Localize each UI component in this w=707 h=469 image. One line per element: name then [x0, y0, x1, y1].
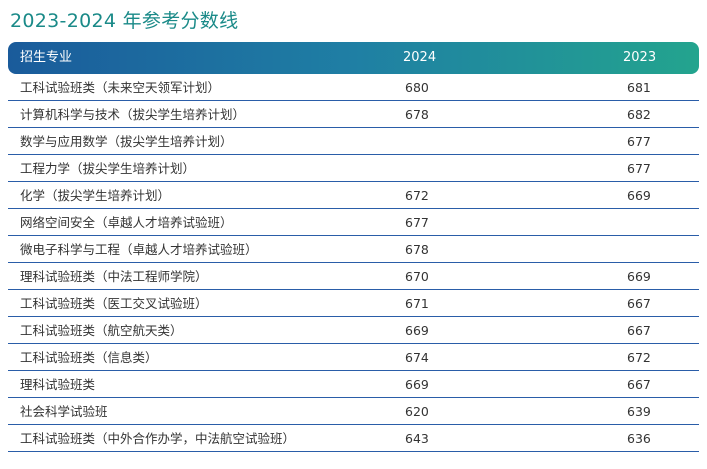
cell-2023: 677	[627, 161, 651, 176]
cell-2023: 669	[627, 269, 651, 284]
score-table: 招生专业 2024 2023 工科试验班类（未来空天领军计划） 680 681 计算机…	[8, 42, 699, 452]
cell-2023: 636	[627, 431, 651, 446]
cell-major: 数学与应用数学（拔尖学生培养计划）	[20, 134, 233, 149]
table-row: 理科试验班类 669 667	[8, 371, 699, 398]
header-2024: 2024	[403, 50, 437, 65]
cell-2024: 672	[405, 188, 429, 203]
cell-2024: 678	[405, 242, 429, 257]
table-row: 工科试验班类（医工交叉试验班） 671 667	[8, 290, 699, 317]
cell-2024: 677	[405, 215, 429, 230]
cell-2023: 667	[627, 323, 651, 338]
cell-major: 工科试验班类（医工交叉试验班）	[20, 296, 208, 311]
cell-2024: 680	[405, 80, 429, 95]
header-2023: 2023	[623, 50, 657, 65]
cell-2023: 682	[627, 107, 651, 122]
page-title: 2023-2024 年参考分数线	[10, 10, 239, 32]
table-row: 工科试验班类（信息类） 674 672	[8, 344, 699, 371]
cell-2024: 670	[405, 269, 429, 284]
cell-2023: 667	[627, 377, 651, 392]
cell-2023: 669	[627, 188, 651, 203]
header-major: 招生专业	[20, 50, 73, 65]
table-row: 计算机科学与技术（拔尖学生培养计划） 678 682	[8, 101, 699, 128]
cell-2024: 678	[405, 107, 429, 122]
table-row: 工程力学（拔尖学生培养计划） 677	[8, 155, 699, 182]
cell-2023: 667	[627, 296, 651, 311]
table-body: 工科试验班类（未来空天领军计划） 680 681 计算机科学与技术（拔尖学生培养计划）…	[8, 74, 699, 452]
cell-major: 工程力学（拔尖学生培养计划）	[20, 161, 196, 176]
cell-major: 工科试验班类（航空航天类）	[20, 323, 183, 338]
cell-2024: 671	[405, 296, 429, 311]
cell-major: 化学（拔尖学生培养计划）	[20, 188, 171, 203]
cell-2024: 643	[405, 431, 429, 446]
cell-major: 网络空间安全（卓越人才培养试验班）	[20, 215, 233, 230]
table-row: 工科试验班类（中外合作办学，中法航空试验班） 643 636	[8, 425, 699, 452]
cell-major: 社会科学试验班	[20, 404, 108, 419]
cell-2023: 639	[627, 404, 651, 419]
cell-2023: 672	[627, 350, 651, 365]
table-row: 化学（拔尖学生培养计划） 672 669	[8, 182, 699, 209]
table-row: 工科试验班类（未来空天领军计划） 680 681	[8, 74, 699, 101]
cell-major: 理科试验班类	[20, 377, 96, 392]
table-row: 微电子科学与工程（卓越人才培养试验班） 678	[8, 236, 699, 263]
cell-major: 微电子科学与工程（卓越人才培养试验班）	[20, 242, 258, 257]
table-row: 网络空间安全（卓越人才培养试验班） 677	[8, 209, 699, 236]
cell-2024: 674	[405, 350, 429, 365]
table-header: 招生专业 2024 2023	[8, 42, 699, 74]
cell-major: 理科试验班类（中法工程师学院）	[20, 269, 208, 284]
cell-2023: 677	[627, 134, 651, 149]
cell-2024: 620	[405, 404, 429, 419]
table-row: 社会科学试验班 620 639	[8, 398, 699, 425]
table-row: 工科试验班类（航空航天类） 669 667	[8, 317, 699, 344]
cell-major: 工科试验班类（中外合作办学，中法航空试验班）	[20, 431, 296, 446]
table-row: 理科试验班类（中法工程师学院） 670 669	[8, 263, 699, 290]
cell-2024: 669	[405, 377, 429, 392]
cell-major: 工科试验班类（未来空天领军计划）	[20, 80, 221, 95]
cell-2023: 681	[627, 80, 651, 95]
cell-major: 工科试验班类（信息类）	[20, 350, 158, 365]
table-row: 数学与应用数学（拔尖学生培养计划） 677	[8, 128, 699, 155]
cell-major: 计算机科学与技术（拔尖学生培养计划）	[20, 107, 246, 122]
cell-2024: 669	[405, 323, 429, 338]
